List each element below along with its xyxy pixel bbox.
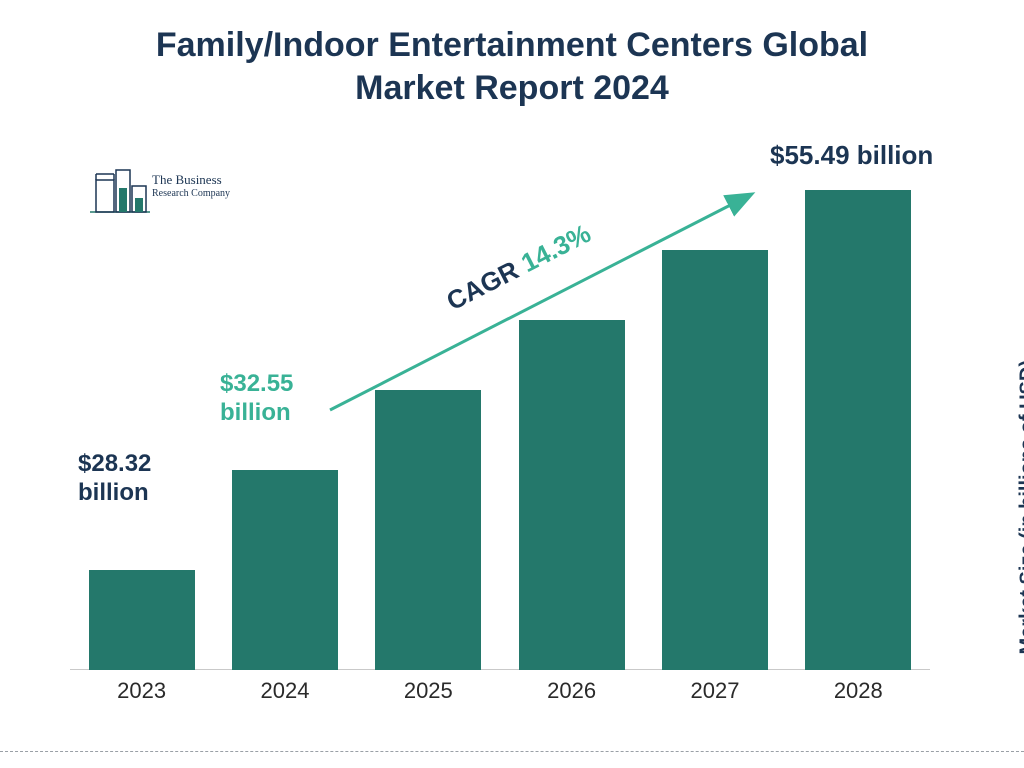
footer-divider [0, 751, 1024, 752]
value-label: $32.55billion [220, 370, 293, 428]
x-axis-label: 2023 [77, 678, 207, 704]
bar-slot: 2027 [650, 250, 780, 670]
bars-container: 202320242025202620272028 [70, 130, 930, 670]
title-line2: Market Report 2024 [0, 67, 1024, 110]
y-axis-label: Market Size (in billions of USD) [1016, 360, 1024, 654]
x-axis-label: 2025 [363, 678, 493, 704]
bar-slot: 2028 [793, 190, 923, 670]
value-label: $28.32billion [78, 450, 151, 508]
bar-slot: 2024 [220, 470, 350, 670]
x-axis-label: 2027 [650, 678, 780, 704]
bar-slot: 2025 [363, 390, 493, 670]
bar-slot: 2026 [507, 320, 637, 670]
x-axis-label: 2026 [507, 678, 637, 704]
bar [519, 320, 625, 670]
chart-title: Family/Indoor Entertainment Centers Glob… [0, 24, 1024, 109]
bar [232, 470, 338, 670]
title-line1: Family/Indoor Entertainment Centers Glob… [0, 24, 1024, 67]
value-label: $55.49 billion [770, 140, 933, 171]
bar [375, 390, 481, 670]
bar-slot: 2023 [77, 570, 207, 670]
x-axis-label: 2024 [220, 678, 350, 704]
bar [89, 570, 195, 670]
bar [662, 250, 768, 670]
x-axis-label: 2028 [793, 678, 923, 704]
bar-chart: 202320242025202620272028 [70, 130, 930, 710]
bar [805, 190, 911, 670]
